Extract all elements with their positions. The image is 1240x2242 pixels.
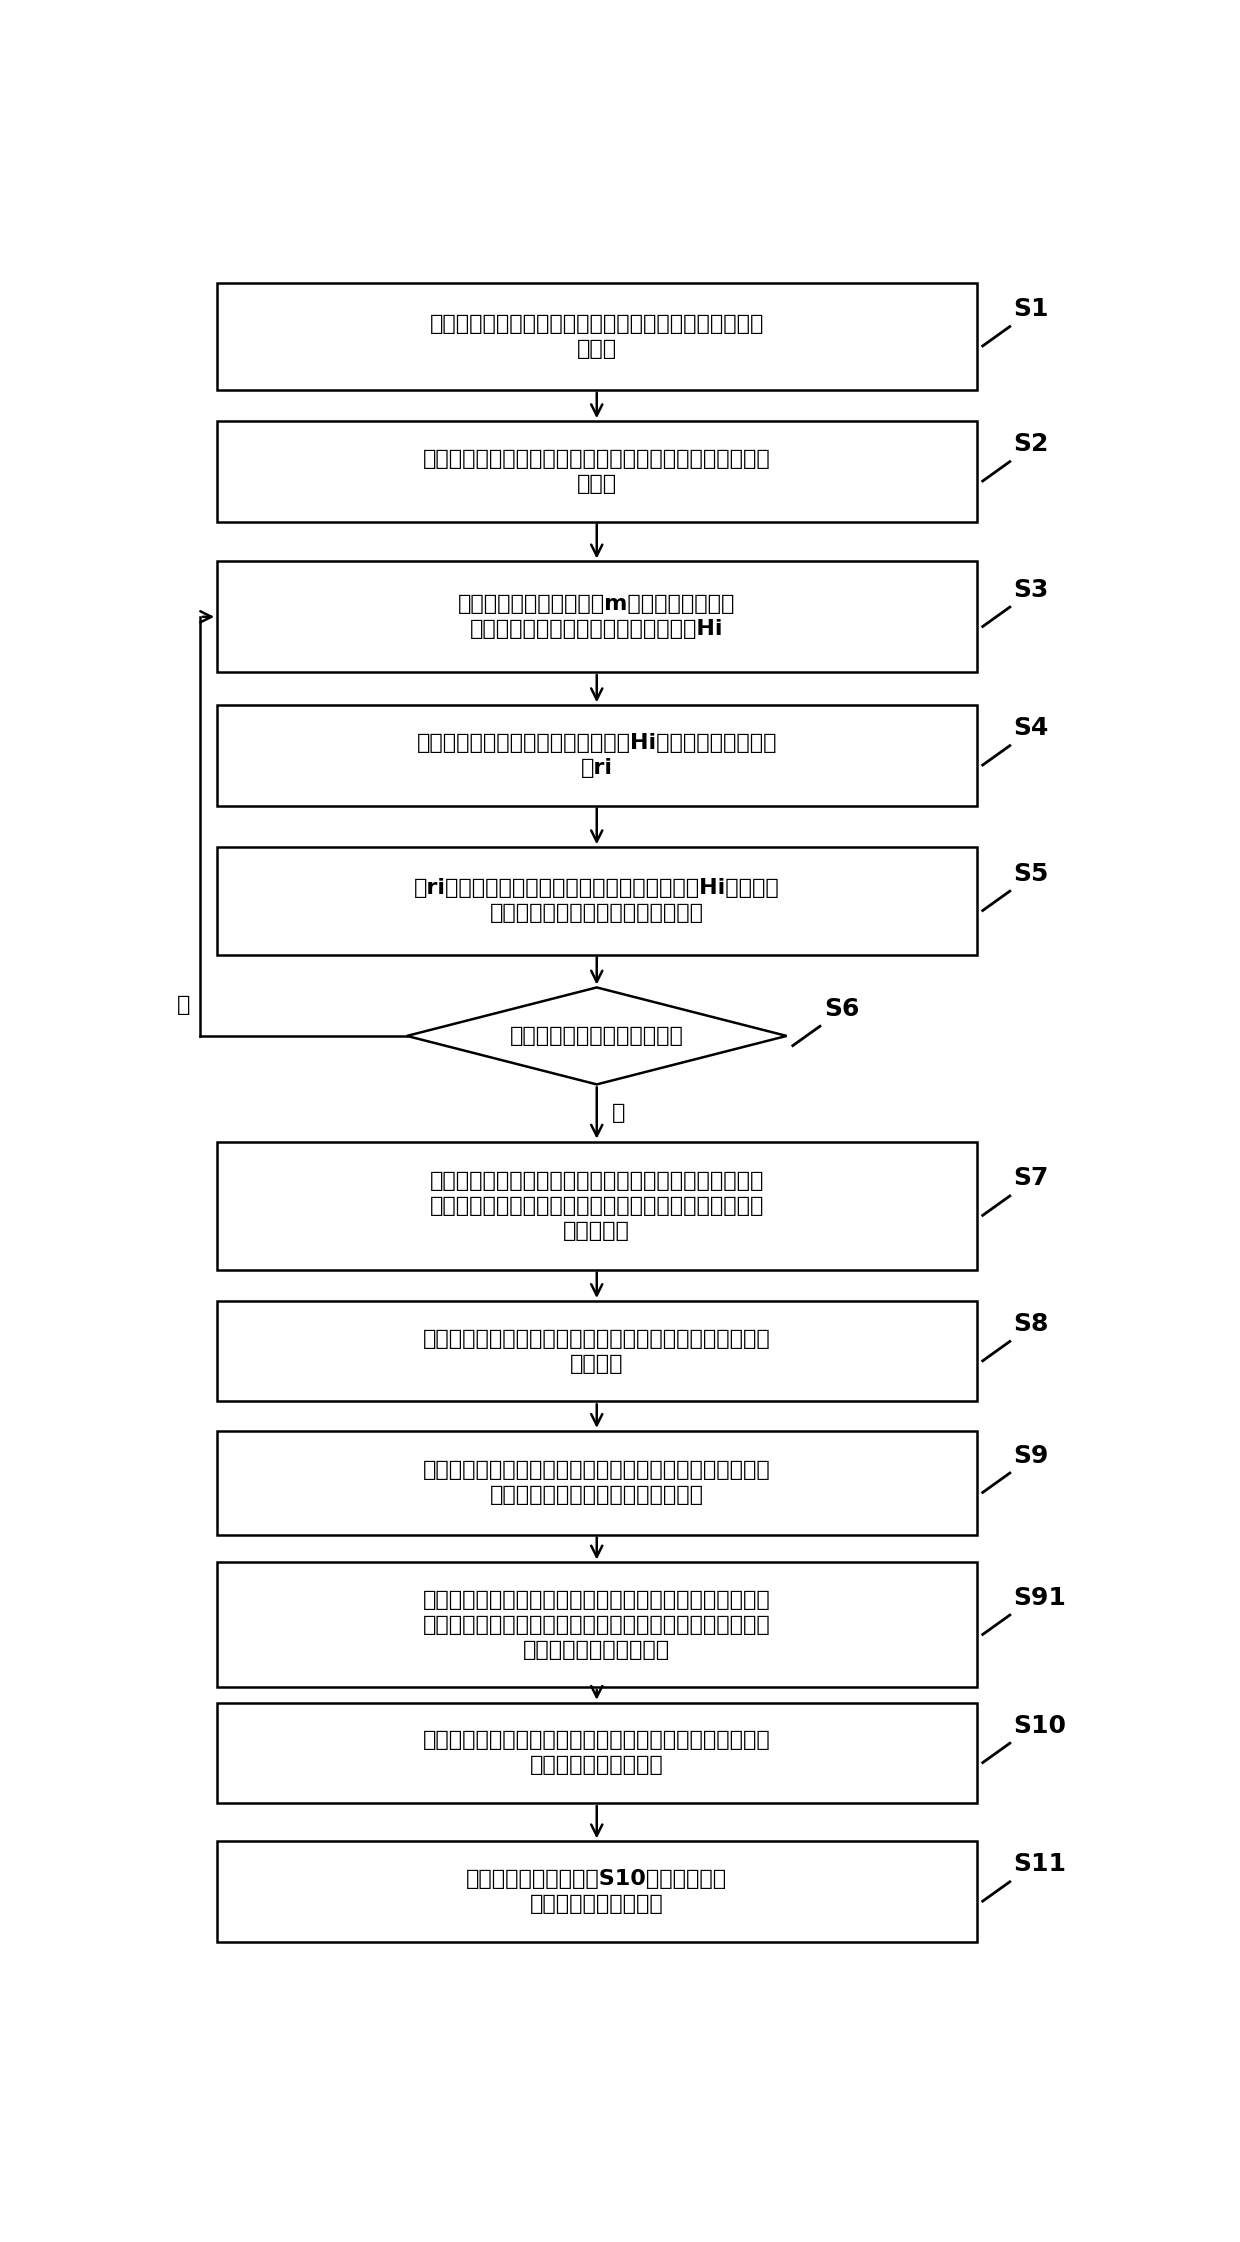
Bar <box>217 1300 977 1401</box>
Text: 分别提取待拼接的第一图像和第二图像中重叠区域的稀疏: 分别提取待拼接的第一图像和第二图像中重叠区域的稀疏 <box>429 314 764 334</box>
Text: 比ri: 比ri <box>580 758 613 778</box>
Text: S11: S11 <box>1014 1852 1066 1877</box>
Text: S1: S1 <box>1014 296 1049 321</box>
Bar <box>217 1841 977 1942</box>
Text: S6: S6 <box>823 998 859 1020</box>
Text: S4: S4 <box>1014 715 1049 740</box>
Text: 特征点匹配对，并估算对应的单应矩阵Hi: 特征点匹配对，并估算对应的单应矩阵Hi <box>470 619 723 639</box>
Text: 面中得到处于同一平面下的两幅图像: 面中得到处于同一平面下的两幅图像 <box>490 1484 704 1504</box>
Text: S91: S91 <box>1014 1585 1066 1610</box>
Text: 否: 否 <box>177 995 191 1016</box>
Text: 配对集: 配对集 <box>577 473 616 493</box>
Text: 单应矩阵: 单应矩阵 <box>570 1354 624 1374</box>
Bar <box>217 560 977 673</box>
Text: S3: S3 <box>1014 578 1049 601</box>
Text: 利用目标候选单应矩阵将第一图像投影到第二图像所在的平: 利用目标候选单应矩阵将第一图像投影到第二图像所在的平 <box>423 1460 770 1480</box>
Text: 征点匹配对计算对应的候选单应矩阵: 征点匹配对计算对应的候选单应矩阵 <box>490 904 704 924</box>
Text: 误差补偿，优化图像对齐: 误差补偿，优化图像对齐 <box>523 1639 671 1659</box>
Bar <box>217 1430 977 1536</box>
Bar <box>217 421 977 522</box>
Bar <box>217 1563 977 1686</box>
Text: S9: S9 <box>1014 1444 1049 1469</box>
Bar <box>217 706 977 805</box>
Text: 确定特征点匹配对集中符合单应矩阵Hi的匹配对的数量百分: 确定特征点匹配对集中符合单应矩阵Hi的匹配对的数量百分 <box>417 733 777 753</box>
Text: S2: S2 <box>1014 433 1049 455</box>
Text: 在ri大于预设数量阈值时，根据符合该单应矩阵Hi的所有特: 在ri大于预设数量阈值时，根据符合该单应矩阵Hi的所有特 <box>414 879 780 899</box>
Text: 函数来寻找最优缝合线: 函数来寻找最优缝合线 <box>529 1755 663 1776</box>
Text: S5: S5 <box>1014 861 1049 886</box>
Text: S8: S8 <box>1014 1312 1049 1336</box>
Text: 进行融合得到拼接图像: 进行融合得到拼接图像 <box>529 1894 663 1915</box>
Text: 准误差进行稠密化，获取整个重叠区域的配准误差后，进行: 准误差进行稠密化，获取整个重叠区域的配准误差后，进行 <box>423 1614 770 1634</box>
Bar <box>217 1141 977 1269</box>
Text: 对提取的两幅图像中的稀疏特征点进行匹配，得到特征点匹: 对提取的两幅图像中的稀疏特征点进行匹配，得到特征点匹 <box>423 448 770 469</box>
Text: 点配准误差: 点配准误差 <box>563 1220 630 1240</box>
Text: S7: S7 <box>1014 1166 1049 1191</box>
Text: 从特征点匹配对集中选择m对空间分布发散的: 从特征点匹配对集中选择m对空间分布发散的 <box>458 594 735 614</box>
Bar <box>217 282 977 390</box>
Text: 判断是否遍历特征点匹配对集: 判断是否遍历特征点匹配对集 <box>510 1027 683 1047</box>
Text: 采用二维插值算法对目标候选单应矩阵对应的稀疏特征点配: 采用二维插值算法对目标候选单应矩阵对应的稀疏特征点配 <box>423 1590 770 1610</box>
Text: 基于像素差值函数、几何结构相似度函数以及配准误差约束: 基于像素差值函数、几何结构相似度函数以及配准误差约束 <box>423 1731 770 1751</box>
Text: 是: 是 <box>613 1103 626 1123</box>
Bar <box>217 847 977 955</box>
Text: 特征点: 特征点 <box>577 339 616 359</box>
Text: 匹配对集进行空间映射，计算特征点匹配对间的稀疏特征: 匹配对集进行空间映射，计算特征点匹配对间的稀疏特征 <box>429 1195 764 1215</box>
Text: S10: S10 <box>1014 1713 1066 1738</box>
Text: 分别根据各候选单应矩阵对第一图像和第二图像的特征点: 分别根据各候选单应矩阵对第一图像和第二图像的特征点 <box>429 1170 764 1191</box>
Polygon shape <box>407 986 786 1085</box>
Bar <box>217 1702 977 1803</box>
Text: 根据稀疏特征点配准误差从候选单应矩阵中选择出目标候选: 根据稀疏特征点配准误差从候选单应矩阵中选择出目标候选 <box>423 1330 770 1350</box>
Text: 根据最优缝合线对步骤S10中的两幅图像: 根据最优缝合线对步骤S10中的两幅图像 <box>466 1870 728 1890</box>
